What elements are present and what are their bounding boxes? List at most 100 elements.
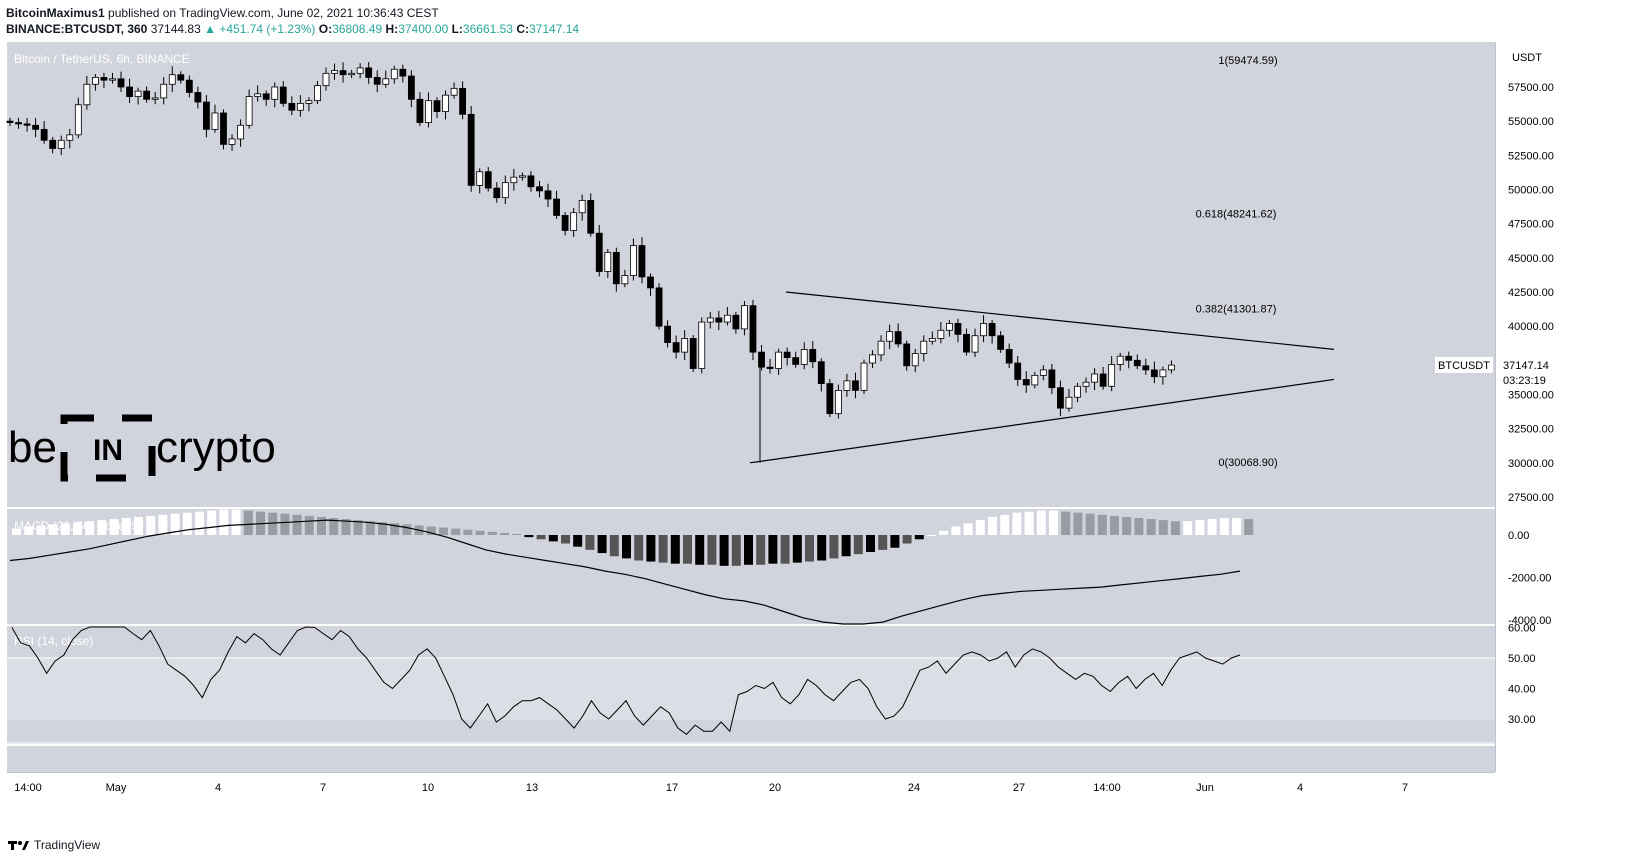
empty-pane-bg xyxy=(7,746,1495,772)
macd-histogram-bar xyxy=(512,533,522,535)
candle-body xyxy=(1005,348,1013,364)
candle-body xyxy=(459,87,467,115)
candle-body xyxy=(314,85,321,102)
candle-body xyxy=(32,124,40,130)
macd-histogram-bar xyxy=(195,511,204,535)
high-value: 37400.00 xyxy=(398,22,449,36)
macd-histogram-bar xyxy=(1000,514,1010,535)
macd-histogram-bar xyxy=(768,535,778,564)
macd-histogram-bar xyxy=(561,535,570,544)
candle-body xyxy=(1108,364,1116,387)
candle-body xyxy=(279,86,287,104)
footer-brand[interactable]: TradingView xyxy=(34,838,101,852)
time-tick-label: 20 xyxy=(769,782,781,794)
price-axis[interactable]: 57500.00 55000.00 52500.00 50000.00 47500.00… xyxy=(1495,42,1554,772)
candle-body xyxy=(296,103,304,111)
macd-histogram-bar xyxy=(341,519,351,535)
time-axis-divider xyxy=(7,772,1495,773)
macd-histogram-bar xyxy=(329,518,339,535)
macd-histogram-bar xyxy=(914,535,924,540)
macd-histogram-bar xyxy=(951,526,961,535)
macd-histogram-bar xyxy=(158,514,168,535)
candle-body xyxy=(126,86,133,97)
candle-body xyxy=(578,200,586,214)
macd-histogram-bar xyxy=(683,535,692,564)
candle-body xyxy=(109,78,116,81)
macd-histogram-bar xyxy=(121,518,131,535)
price-pane-bg[interactable] xyxy=(7,42,1495,507)
candle-body xyxy=(1074,385,1081,398)
macd-histogram-bar xyxy=(548,535,558,542)
macd-histogram-bar xyxy=(805,535,814,562)
macd-histogram-bar xyxy=(182,512,192,535)
candle-body xyxy=(510,176,518,184)
published-text: published on TradingView.com, June 02, 2… xyxy=(108,6,439,20)
macd-pane-bg[interactable] xyxy=(7,509,1495,624)
macd-histogram-bar xyxy=(988,516,997,535)
candle-body xyxy=(997,335,1005,350)
macd-histogram-bar xyxy=(170,513,180,535)
time-tick-label: May xyxy=(106,782,127,794)
macd-histogram-bar xyxy=(463,529,473,535)
candle-body xyxy=(1022,379,1030,386)
price-tag: BTCUSDT 37147.14 03:23:19 xyxy=(1435,357,1555,387)
candle-body xyxy=(843,380,851,391)
candle-body xyxy=(1150,369,1158,378)
candle-body xyxy=(792,357,800,365)
candle-body xyxy=(1065,396,1073,409)
candle-body xyxy=(971,335,979,353)
macd-histogram-bar xyxy=(927,535,936,536)
macd-histogram-bar xyxy=(109,519,119,535)
candle-body xyxy=(23,123,31,126)
time-axis[interactable]: 14:00 May 4 7 10 13 17 20 24 27 14:00 Jun 4 7 xyxy=(7,772,1495,794)
macd-histogram-bar xyxy=(268,512,278,535)
candle-body xyxy=(672,342,680,353)
macd-histogram-bar xyxy=(817,535,827,561)
macd-histogram-bar xyxy=(390,523,400,535)
macd-histogram-bar xyxy=(487,531,497,535)
candle-body xyxy=(869,354,876,364)
candle-body xyxy=(373,77,381,85)
fib-label: 0.618(48241.62) xyxy=(1196,209,1277,221)
candle-body xyxy=(6,120,14,123)
macd-histogram-bar xyxy=(207,510,217,535)
logo-text-crypto: crypto xyxy=(156,423,276,472)
candle-body xyxy=(1142,365,1150,371)
candle-body xyxy=(399,68,407,77)
candle-body xyxy=(220,112,227,145)
price-tick-label: 55000.00 xyxy=(1508,116,1554,128)
macd-histogram-bar xyxy=(1122,516,1132,535)
candle-body xyxy=(254,93,262,97)
candle-body xyxy=(817,361,825,384)
candle-body xyxy=(561,215,569,231)
macd-histogram-bar xyxy=(841,535,851,557)
candle-body xyxy=(860,362,868,391)
candle-body xyxy=(741,305,748,330)
candle-body xyxy=(194,92,202,103)
macd-histogram-bar xyxy=(780,535,790,564)
macd-histogram-bar xyxy=(1073,512,1083,535)
macd-histogram-bar xyxy=(1097,514,1107,535)
candle-body xyxy=(211,112,219,130)
macd-histogram-bar xyxy=(231,509,241,535)
time-tick-label: 27 xyxy=(1013,782,1025,794)
candle-body xyxy=(100,77,108,81)
time-tick-label: 10 xyxy=(422,782,434,794)
candle-body xyxy=(1125,355,1133,361)
rsi-series xyxy=(11,626,1241,735)
candle-body xyxy=(407,75,415,100)
rsi-tick-label: 60.00 xyxy=(1508,623,1536,635)
tradingview-logo-icon[interactable] xyxy=(8,838,30,852)
author-name[interactable]: BitcoinMaximus1 xyxy=(6,6,105,20)
macd-histogram-bar xyxy=(134,516,143,535)
macd-tick-label: 0.00 xyxy=(1508,530,1529,542)
fib-annotations: 1(59474.59) 0.618(48241.62) 0.382(41301.87… xyxy=(749,55,1335,469)
candle-body xyxy=(1031,374,1039,386)
macd-histogram-bar xyxy=(866,535,875,552)
rsi-label: RSI (14, close) xyxy=(14,634,93,648)
candle-body xyxy=(775,351,782,369)
candle-body xyxy=(664,325,671,343)
candle-body xyxy=(433,100,441,112)
candle-body xyxy=(536,186,543,192)
